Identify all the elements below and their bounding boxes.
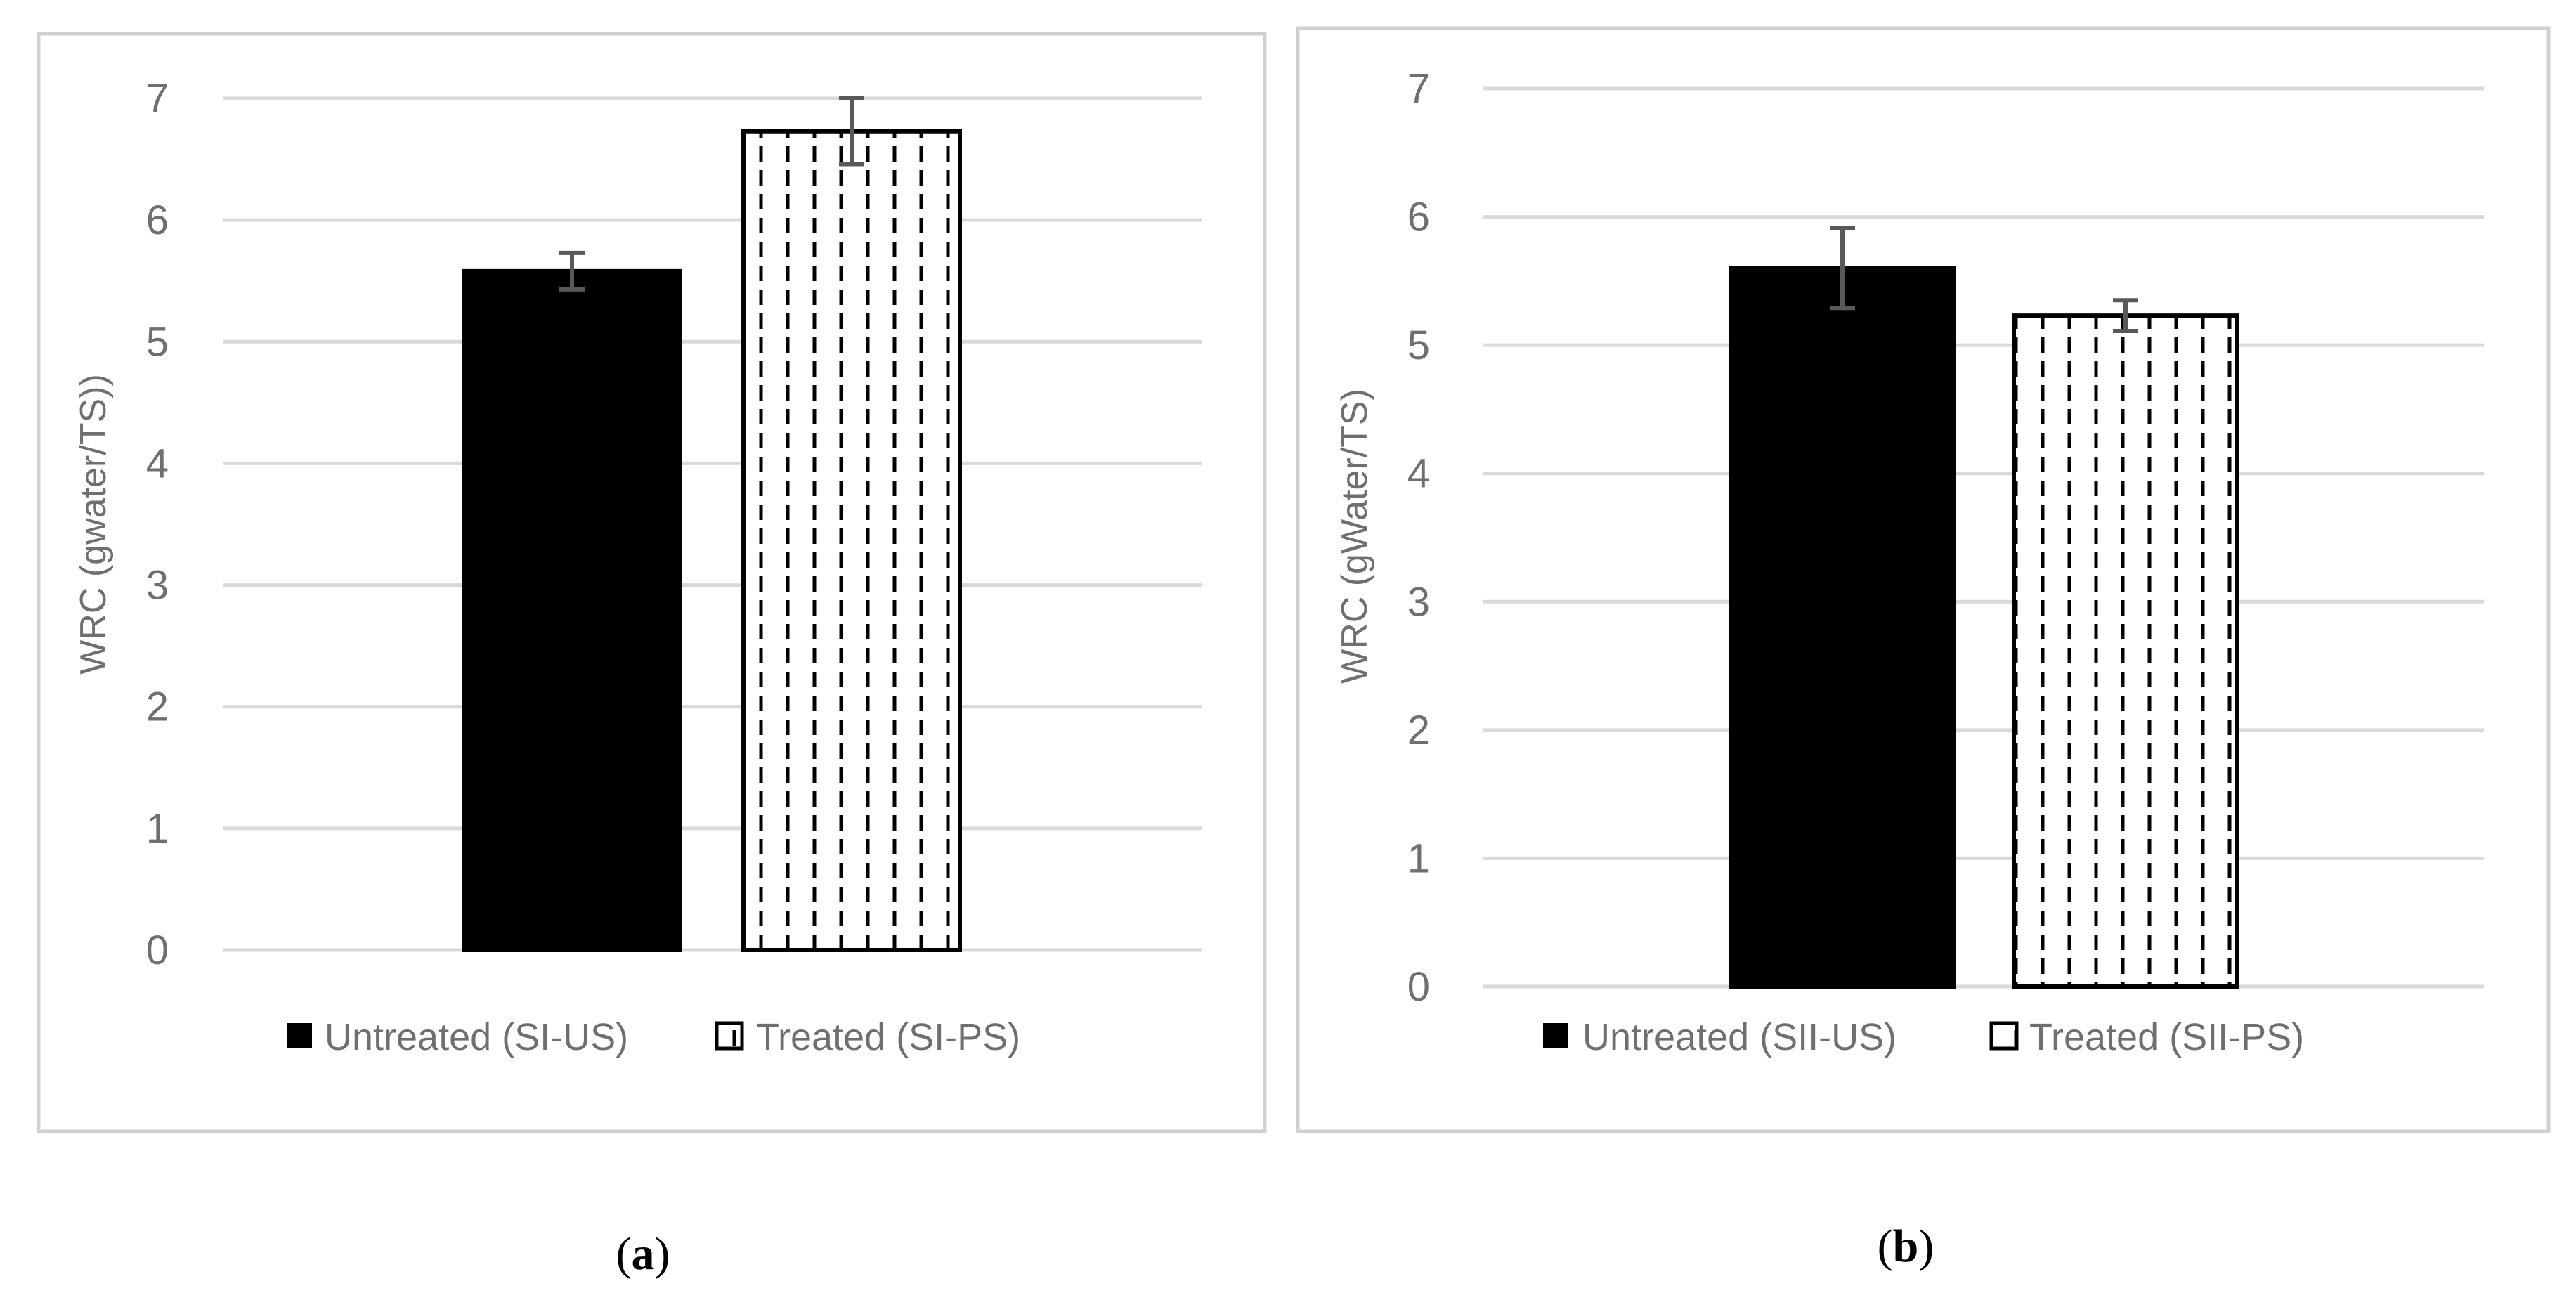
panel-a-legend-label-0: Untreated (SI-US) [325, 1016, 628, 1058]
chart-panel-b: 0 1 2 3 4 5 6 7 WRC (gWater/TS) Untreated (SII-US… [1296, 26, 2551, 1133]
panel-a-bar-treated [741, 129, 962, 953]
panel-b-ytick-label-1: 1 [1407, 836, 1430, 881]
panel-a-y-axis-title: WRC (gwater/TS)) [73, 374, 114, 675]
panel-a-plot: 0 1 2 3 4 5 6 7 WRC (gwater/TS)) Untreated (SI-US… [73, 76, 1202, 1058]
panel-b-ytick-label-2: 2 [1407, 708, 1430, 753]
panel-a-legend-label-1: Treated (SI-PS) [756, 1016, 1020, 1058]
chart-panel-a: 0 1 2 3 4 5 6 7 WRC (gwater/TS)) Untreated (SI-US… [37, 32, 1267, 1133]
panel-b-ytick-label-6: 6 [1407, 195, 1430, 240]
panel-b-legend-swatch-0 [1543, 1023, 1568, 1048]
panel-a-bar-untreated [462, 268, 682, 952]
panel-a-ytick-label-5: 5 [146, 319, 169, 365]
panel-a-ytick-label-3: 3 [146, 563, 169, 609]
panel-a-legend-swatch-1 [715, 1021, 744, 1051]
panel-b-ytick-label-3: 3 [1407, 579, 1430, 625]
panel-a-ytick-label-7: 7 [146, 76, 169, 122]
panel-b-ytick-label-4: 4 [1407, 451, 1430, 497]
panel-a-ytick-label-6: 6 [146, 197, 169, 243]
panel-b-ytick-label-0: 0 [1407, 964, 1430, 1010]
panel-b-ytick-label-5: 5 [1407, 323, 1430, 368]
caption-b: (b) [1878, 1221, 1934, 1272]
panel-b-bar-treated [2012, 313, 2239, 989]
panel-b-legend-label-1: Treated (SII-PS) [2029, 1016, 2304, 1058]
caption-a: (a) [616, 1228, 670, 1280]
panel-a-ytick-label-1: 1 [146, 806, 169, 852]
panel-b-legend-swatch-1 [1989, 1021, 2019, 1051]
panel-b-bar-untreated [1729, 266, 1956, 989]
panel-b-ytick-label-7: 7 [1407, 66, 1430, 112]
panel-b-plot: 0 1 2 3 4 5 6 7 WRC (gWater/TS) Untreated (SII-US… [1334, 66, 2484, 1058]
panel-b-y-axis-title: WRC (gWater/TS) [1334, 389, 1375, 684]
panel-a-ytick-label-2: 2 [146, 684, 169, 730]
panel-a-ytick-label-4: 4 [146, 441, 169, 486]
panel-a-legend-swatch-0 [287, 1023, 312, 1048]
panel-b-legend-label-0: Untreated (SII-US) [1582, 1016, 1897, 1058]
panel-a-ytick-label-0: 0 [146, 928, 169, 973]
